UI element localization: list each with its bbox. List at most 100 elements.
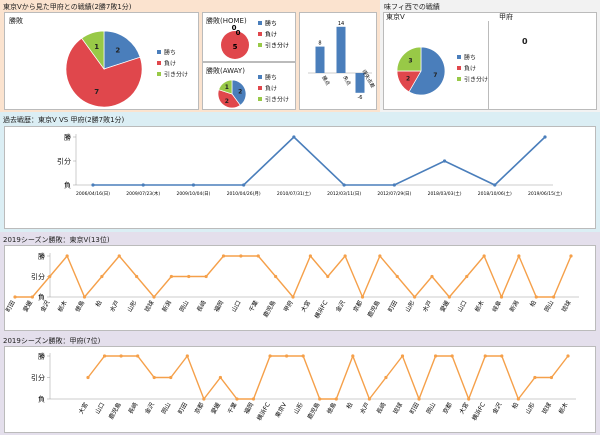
pie-slice-draw: [218, 79, 233, 95]
point-30: [534, 295, 538, 299]
point-26: [465, 274, 469, 279]
x-label-5: 2012/03/11(日): [327, 191, 361, 197]
past-record-panel: 過去戦歴：東京V VS 甲府(2勝7敗1分) 負 引分 勝 2006/04/16(日)…: [0, 112, 600, 232]
legend-label-draw: 引き分け: [464, 76, 488, 84]
ajino-panel: 味フィ西での戦績 東京V 甲府 7 2 3 勝ち 負け 引き分け 0: [380, 0, 600, 112]
point-5: [169, 375, 173, 380]
x-label-1: 愛媛: [21, 299, 34, 313]
legend-swatch-draw: [258, 43, 262, 47]
point-9: [235, 397, 239, 401]
away-pie-title: 勝敗(AWAY): [206, 67, 245, 75]
x-label-14: 千葉: [247, 299, 260, 313]
point-27: [482, 254, 486, 258]
bar-2: [355, 73, 365, 93]
y-level-2: 勝: [38, 352, 45, 361]
point-27: [533, 375, 537, 380]
point-7: [135, 274, 139, 279]
pie-slice-win: [408, 46, 446, 96]
x-label-9: 新潟: [160, 299, 173, 313]
legend-label-win: 勝ち: [164, 49, 176, 57]
point-10: [187, 274, 191, 279]
pie-label-win: 2: [238, 88, 242, 95]
legend-swatch-loss: [258, 32, 262, 36]
legend-label-loss: 負け: [164, 60, 176, 68]
x-label-25: 金沢: [491, 401, 504, 415]
x-label-15: 徳島: [325, 401, 338, 415]
legend-label-win: 勝ち: [464, 54, 476, 62]
x-label-1: 山口: [93, 401, 106, 415]
ajino-right-title: 甲府: [499, 13, 513, 21]
point-6: [185, 354, 189, 358]
x-label-13: 山形: [292, 401, 305, 415]
past-record-chart: 負 引分 勝 2006/04/16(日) 2009/07/23(木) 2009/10/04…: [57, 133, 562, 198]
pie-label-loss: 2: [225, 98, 229, 105]
total-pie-box: 勝敗 2 7 1 勝ち 負け 引き分け: [4, 12, 199, 110]
x-label-17: 水戸: [358, 401, 371, 415]
point-13: [301, 354, 305, 358]
season-tokyov-title: 2019シーズン勝敗：東京V(13位): [3, 236, 110, 244]
point-8: [152, 295, 156, 299]
x-label-10: 岡山: [178, 299, 191, 313]
point-17: [367, 397, 371, 401]
point-15: [334, 397, 338, 401]
series-line: [93, 135, 546, 186]
point-20: [417, 397, 421, 401]
x-label-31: 岡山: [542, 299, 555, 313]
point-11: [268, 354, 272, 358]
point-32: [569, 254, 573, 258]
x-label-11: 横浜FC: [255, 401, 272, 422]
x-label-20: 町田: [409, 402, 421, 416]
legend-swatch-win: [157, 50, 161, 54]
legend-swatch-loss: [157, 61, 161, 65]
legend-label-win: 勝ち: [265, 20, 277, 28]
point-21: [433, 354, 438, 358]
season-tokyov-box: 負引分勝町田 愛媛 金沢 栃木 徳島柏水戸 山形 琉球 新潟 岡山 長崎 福岡 山口 千葉 鹿児島 甲府 大宮…: [4, 245, 596, 331]
pie-label-draw: 1: [225, 84, 229, 91]
x-label-22: 京都: [441, 401, 454, 415]
legend-swatch-draw: [457, 77, 461, 81]
x-label-15: 鹿児島: [261, 299, 277, 319]
ajino-title: 味フィ西での戦績: [384, 3, 440, 11]
x-label-4: 徳島: [73, 299, 86, 313]
y-level-0: 負: [38, 293, 45, 302]
season-tokyov-panel: 2019シーズン勝敗：東京V(13位) 負引分勝町田 愛媛 金沢 栃木 徳島柏水戸 山形琉…: [0, 232, 600, 333]
total-pie-title: 勝敗: [9, 17, 23, 25]
pie-slice-win: [231, 79, 247, 106]
x-label-13: 山口: [230, 299, 243, 313]
point-1: [102, 354, 107, 358]
point-20: [360, 295, 365, 299]
season-kofu-chart: 負引分勝大宮 山口 鹿児島 長崎 金沢 岡山 町田 京都 愛媛 千葉 福岡 横浜FC 東京V 山形 鹿児島徳…: [31, 352, 576, 422]
x-label-24: 横浜FC: [470, 401, 487, 422]
x-label-12: 福岡: [212, 299, 225, 313]
pie-label-loss: 5: [233, 43, 238, 51]
x-label-26: 山口: [456, 299, 469, 313]
home-pie-title: 勝敗(HOME): [206, 17, 247, 25]
point-16: [351, 354, 355, 358]
x-label-8: 愛媛: [209, 401, 222, 415]
bar-category-0: 勝点: [320, 75, 331, 87]
point-25: [500, 354, 504, 358]
x-label-12: 東京V: [273, 400, 288, 419]
legend-swatch-loss: [457, 66, 461, 70]
summary-panel: 東京Vから見た甲府との戦績(2勝7敗1分) 勝敗 2 7 1 勝ち 負け 引き分け 勝敗(…: [0, 0, 380, 112]
point-3: [136, 354, 140, 358]
point-9: [169, 274, 173, 279]
pie-slice-draw: [81, 30, 105, 71]
x-label-16: 甲府: [282, 299, 295, 313]
bar-1: [336, 26, 346, 73]
legend-swatch-loss: [258, 86, 262, 90]
y-level-1: 引分: [31, 373, 45, 382]
point-22: [395, 274, 399, 279]
point-17: [308, 254, 312, 258]
pie-slice-loss: [65, 37, 143, 108]
x-label-3: 2010/04/26(月): [227, 191, 261, 197]
x-label-24: 水戸: [421, 299, 434, 313]
x-label-1: 2009/07/23(木): [126, 190, 160, 197]
season-kofu-box: 負引分勝大宮 山口 鹿児島 長崎 金沢 岡山 町田 京都 愛媛 千葉 福岡 横浜FC 東京V 山形 鹿児島徳…: [4, 346, 596, 433]
series-line: [15, 254, 572, 299]
point-2: [191, 183, 196, 187]
x-label-29: 新潟: [508, 299, 521, 313]
point-8: [493, 183, 497, 187]
